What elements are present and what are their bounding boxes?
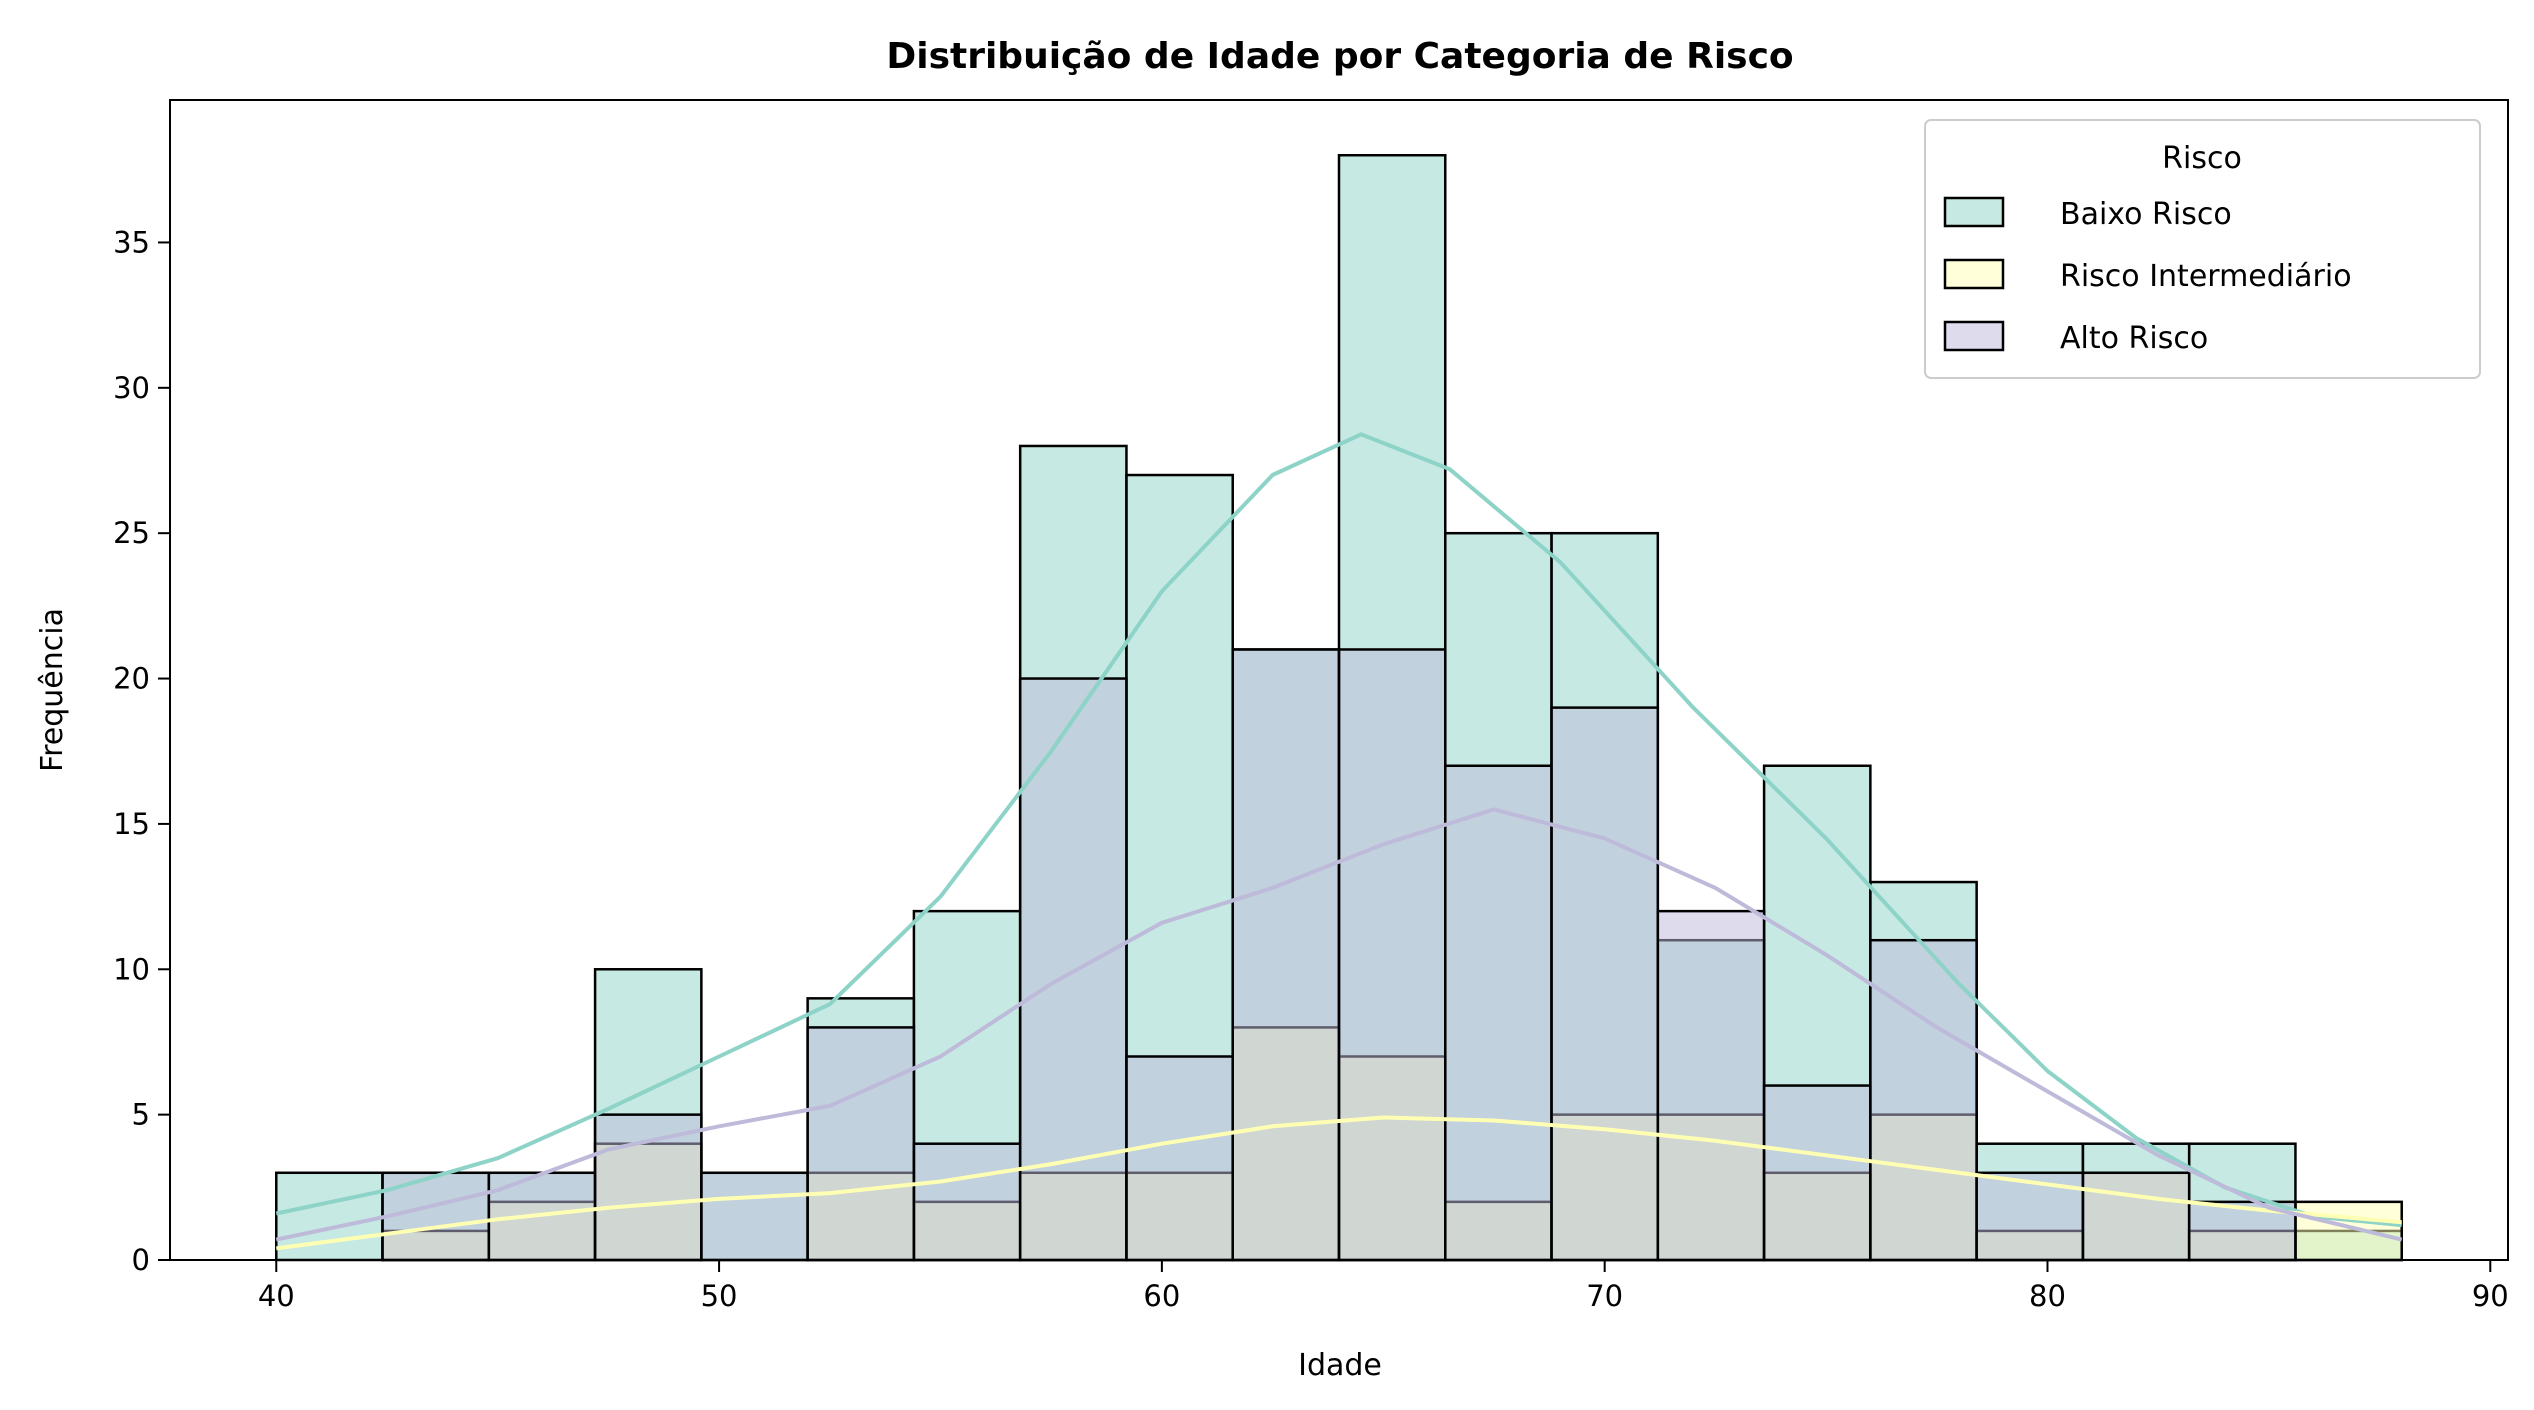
axes-frame	[169, 99, 2509, 1261]
x-axis-label: Idade	[1298, 1348, 1382, 1383]
legend-swatch	[1943, 258, 2005, 290]
histogram-bar	[1444, 764, 1553, 1262]
y-tick-label: 0	[132, 1243, 150, 1277]
legend-swatch	[1943, 320, 2005, 352]
legend-title: Risco	[2162, 141, 2242, 176]
y-tick-label: 35	[113, 225, 150, 259]
legend: Risco Baixo Risco Risco Intermediário Alto…	[1924, 119, 2481, 379]
y-tick-label: 15	[113, 807, 150, 841]
histogram-bar	[1762, 1084, 1872, 1262]
x-axis-ticks: 40 50 60 70 80 90	[258, 1260, 2509, 1313]
histogram-bar	[806, 1026, 916, 1262]
kde-curve-2	[276, 1115, 2402, 1251]
legend-label: Alto Risco	[2060, 321, 2208, 356]
histogram-bar	[700, 1171, 809, 1262]
x-tick-label: 70	[1586, 1279, 1623, 1313]
y-tick-label: 10	[113, 952, 150, 986]
histogram-bar	[593, 1113, 703, 1262]
histogram-bar	[1550, 706, 1660, 1262]
x-tick-label: 90	[2472, 1279, 2509, 1313]
kde-curves-group	[275, 432, 2403, 1251]
x-tick-label: 50	[701, 1279, 738, 1313]
histogram-bar	[1337, 648, 1447, 1262]
legend-swatch	[1943, 196, 2005, 228]
histogram-bar	[912, 1142, 1022, 1262]
y-axis-ticks: 0 5 10 15 20 25 30 35	[113, 225, 170, 1277]
histogram-bar	[2081, 1171, 2191, 1262]
x-tick-label: 60	[1143, 1279, 1180, 1313]
bar-series-3	[381, 648, 2297, 1262]
kde-curve-3	[275, 807, 2403, 1242]
legend-entries: Baixo Risco Risco Intermediário Alto Risco	[1943, 196, 2352, 356]
legend-label: Risco Intermediário	[2060, 259, 2352, 294]
y-tick-label: 20	[113, 662, 150, 696]
histogram-bar	[1231, 648, 1341, 1262]
x-tick-label: 40	[258, 1279, 295, 1313]
histogram-bar	[1125, 1055, 1234, 1262]
bars-group	[275, 153, 2403, 1262]
plot-area	[169, 99, 2509, 1262]
chart-title: Distribuição de Idade por Categoria de R…	[886, 36, 1793, 77]
histogram-bar	[2294, 1200, 2403, 1262]
y-axis-label: Frequência	[35, 608, 70, 772]
y-tick-label: 25	[113, 516, 150, 550]
legend-frame	[1924, 119, 2481, 379]
y-tick-label: 5	[132, 1098, 150, 1132]
y-tick-label: 30	[113, 371, 150, 405]
legend-label: Baixo Risco	[2060, 197, 2232, 232]
x-tick-label: 80	[2029, 1279, 2066, 1313]
histogram-bar	[1018, 677, 1128, 1262]
histogram-bar	[1656, 909, 1766, 1262]
kde-curve-1	[275, 432, 2402, 1228]
